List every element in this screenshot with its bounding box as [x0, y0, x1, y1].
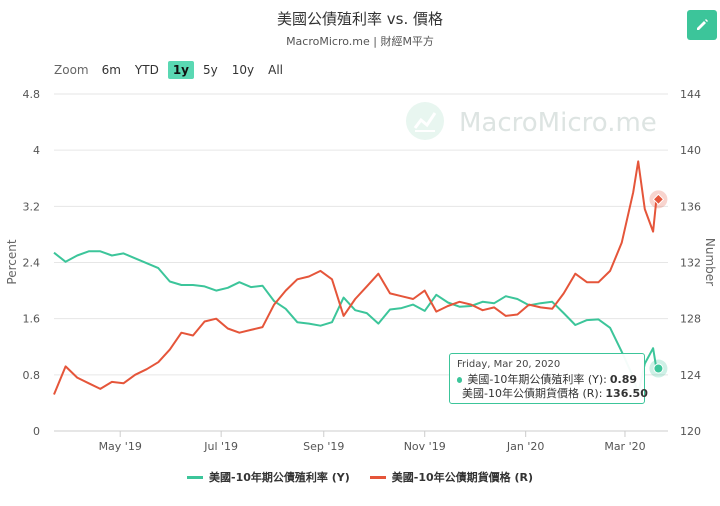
- chart-subtitle: MacroMicro.me | 財經M平方: [286, 35, 434, 48]
- tooltip-dot-yield: [457, 377, 463, 383]
- y-right-tick: 140: [680, 144, 701, 157]
- y-right-tick: 124: [680, 369, 701, 382]
- pencil-icon: [697, 19, 708, 30]
- legend-item-yield[interactable]: 美國-10年期公債殖利率 (Y): [187, 469, 350, 485]
- tooltip-value-price: 136.50: [605, 387, 648, 400]
- tooltip-date: Friday, Mar 20, 2020: [457, 359, 561, 370]
- zoom-label: Zoom: [54, 63, 89, 77]
- y-right-axis-title: Number: [703, 238, 717, 286]
- x-tick: Nov '19: [404, 440, 446, 453]
- tooltip-label-price: 美國-10年公債期貨價格 (R):: [462, 387, 603, 400]
- tooltip-row-price: 美國-10年公債期貨價格 (R): 136.50: [457, 387, 648, 401]
- range-5y-button[interactable]: 5y: [203, 63, 218, 77]
- x-tick: Sep '19: [303, 440, 344, 453]
- y-right-tick: 120: [680, 425, 701, 438]
- tooltip: Friday, Mar 20, 2020 美國-10年期公債殖利率 (Y): 0…: [449, 353, 648, 404]
- legend-item-price[interactable]: 美國-10年公債期貨價格 (R): [369, 469, 533, 485]
- series-layer: [53, 160, 658, 395]
- x-tick: Mar '20: [604, 440, 645, 453]
- legend-swatch-yield: [187, 475, 204, 479]
- x-tick: Jul '19: [203, 440, 238, 453]
- tooltip-row-yield: 美國-10年期公債殖利率 (Y): 0.89: [457, 373, 637, 387]
- y-left-tick: 4.8: [23, 88, 41, 101]
- price-hover-marker: [652, 193, 665, 206]
- watermark: MacroMicro.me: [406, 102, 657, 140]
- y-right-tick: 128: [680, 313, 701, 326]
- chart-title: 美國公債殖利率 vs. 價格: [277, 10, 443, 28]
- tooltip-label-yield: 美國-10年期公債殖利率 (Y):: [467, 373, 607, 386]
- y-right-tick: 136: [680, 200, 701, 213]
- range-1y-button[interactable]: 1y: [167, 61, 194, 79]
- y-left-tick: 1.6: [23, 313, 41, 326]
- legend-label-price: 美國-10年公債期貨價格 (R): [391, 471, 533, 484]
- range-all-button[interactable]: All: [268, 63, 284, 77]
- y-right-tick: 132: [680, 257, 701, 270]
- legend-swatch-price: [369, 475, 386, 479]
- y-right-tick: 144: [680, 88, 701, 101]
- yield-line: [53, 250, 658, 395]
- range-selector: Zoom 6m YTD 1y 5y 10y All: [54, 60, 292, 80]
- axes: 0 0.8 1.6 2.4 3.2 4 4.8 120 124 128 132 136 140 144 Ma…: [5, 88, 717, 453]
- y-left-tick: 2.4: [23, 257, 41, 270]
- price-line: [53, 160, 658, 395]
- y-left-tick: 0.8: [23, 369, 41, 382]
- range-ytd-button[interactable]: YTD: [134, 63, 159, 77]
- hover-markers: [649, 190, 668, 378]
- grid-lines: [54, 93, 668, 432]
- yield-hover-marker: [653, 363, 664, 374]
- range-10y-button[interactable]: 10y: [231, 63, 255, 77]
- x-tick: Jan '20: [506, 440, 544, 453]
- y-left-tick: 3.2: [23, 200, 41, 213]
- legend: 美國-10年期公債殖利率 (Y) 美國-10年公債期貨價格 (R): [0, 469, 720, 485]
- range-6m-button[interactable]: 6m: [101, 63, 121, 77]
- y-left-axis-title: Percent: [5, 239, 19, 284]
- legend-label-yield: 美國-10年期公債殖利率 (Y): [209, 471, 350, 484]
- x-tick: May '19: [99, 440, 142, 453]
- y-left-tick: 4: [33, 144, 40, 157]
- y-left-tick: 0: [33, 425, 40, 438]
- edit-button[interactable]: [687, 10, 717, 40]
- watermark-text: MacroMicro.me: [459, 108, 657, 138]
- tooltip-value-yield: 0.89: [609, 373, 637, 386]
